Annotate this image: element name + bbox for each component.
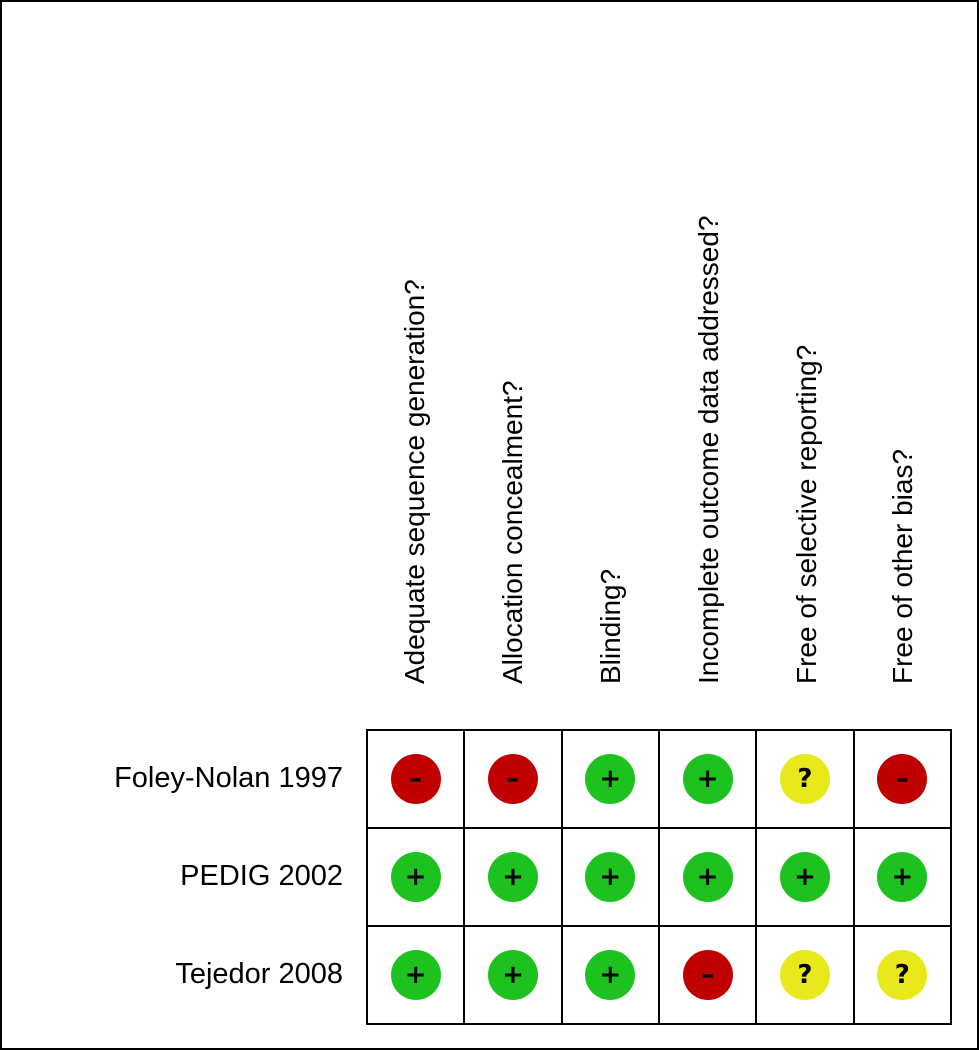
- judgement-unclear-icon: ?: [779, 754, 830, 804]
- grid-cell: –: [365, 729, 466, 829]
- grid-cell: +: [560, 925, 660, 1025]
- column-header-blinding: Blinding?: [595, 568, 626, 684]
- column-header-allocation-concealment: Allocation concealment?: [497, 380, 528, 684]
- grid-cell: +: [365, 925, 466, 1025]
- study-label: Tejedor 2008: [175, 957, 343, 990]
- judgement-low-icon: +: [779, 852, 830, 902]
- grid-row: – – + +? –: [365, 729, 953, 829]
- judgement-high-icon: –: [877, 754, 928, 804]
- judgement-high-icon: –: [390, 754, 441, 804]
- judgement-low-icon: +: [487, 852, 538, 902]
- column-header-sequence-generation: Adequate sequence generation?: [399, 279, 430, 684]
- grid-cell: +: [755, 827, 855, 927]
- judgement-low-icon: +: [585, 754, 636, 804]
- judgement-low-icon: +: [585, 852, 636, 902]
- judgement-high-icon: –: [682, 950, 733, 1000]
- judgement-low-icon: +: [585, 950, 636, 1000]
- grid-cell: ?: [852, 925, 953, 1025]
- grid-cell: +: [560, 827, 660, 927]
- judgement-low-icon: +: [877, 852, 928, 902]
- judgement-low-icon: +: [682, 754, 733, 804]
- judgement-low-icon: +: [682, 852, 733, 902]
- grid-cell: ?: [755, 925, 855, 1025]
- grid-cell: +: [657, 729, 758, 829]
- judgement-unclear-icon: ?: [877, 950, 928, 1000]
- judgement-grid: – – + +? – + + + + + + + + + –??: [365, 729, 953, 1025]
- grid-cell: +: [463, 925, 563, 1025]
- grid-cell: –: [463, 729, 563, 829]
- judgement-high-icon: –: [487, 754, 538, 804]
- grid-cell: +: [365, 827, 466, 927]
- grid-cell: +: [560, 729, 660, 829]
- grid-cell: –: [852, 729, 953, 829]
- grid-cell: +: [657, 827, 758, 927]
- grid-cell: +: [463, 827, 563, 927]
- judgement-unclear-icon: ?: [779, 950, 830, 1000]
- study-label: Foley-Nolan 1997: [114, 761, 343, 794]
- judgement-low-icon: +: [390, 852, 441, 902]
- grid-cell: ?: [755, 729, 855, 829]
- column-header-other-bias: Free of other bias?: [887, 448, 918, 684]
- grid-row: + + + + + +: [365, 827, 953, 927]
- grid-row: + + + –??: [365, 925, 953, 1025]
- judgement-low-icon: +: [390, 950, 441, 1000]
- judgement-low-icon: +: [487, 950, 538, 1000]
- column-header-selective-reporting: Free of selective reporting?: [791, 344, 822, 684]
- study-label: PEDIG 2002: [180, 859, 343, 892]
- grid-cell: –: [657, 925, 758, 1025]
- grid-cell: +: [852, 827, 953, 927]
- column-header-incomplete-outcome: Incomplete outcome data addressed?: [693, 215, 724, 684]
